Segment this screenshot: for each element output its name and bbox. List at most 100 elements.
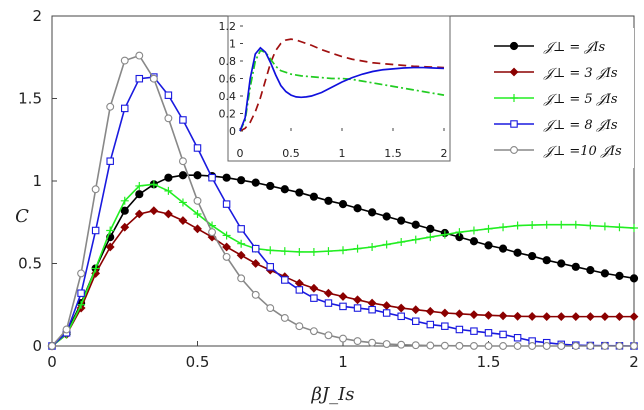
series-j1-point — [324, 196, 333, 205]
series-j8-point — [164, 91, 173, 99]
series-j10-point — [368, 338, 377, 347]
series-j10-point — [324, 331, 333, 340]
series-j8-point — [266, 263, 274, 271]
legend-label: 𝒥⊥ = 5 𝒥Is — [543, 92, 618, 107]
series-j3-point — [178, 216, 188, 226]
legend-label: 𝒥⊥ = 𝒥Is — [543, 40, 605, 55]
series-j3-point — [454, 309, 464, 319]
series-j1-point — [295, 188, 304, 197]
inset-x-tick-label: 1 — [339, 147, 346, 160]
series-j8-point — [353, 304, 362, 312]
series-j8-point — [295, 286, 304, 294]
series-j8-point — [470, 327, 478, 335]
series-j1-point — [484, 241, 493, 250]
series-j8-point — [179, 116, 187, 124]
series-j10-point — [586, 342, 595, 350]
series-j10-point — [193, 196, 202, 205]
series-j10-point — [164, 114, 173, 123]
series-j5-point — [237, 239, 246, 248]
series-j3-point — [193, 224, 202, 234]
series-j1-point — [542, 256, 551, 265]
series-j10-point — [295, 322, 304, 331]
legend-swatch-point — [509, 41, 519, 51]
series-j10-point — [280, 314, 289, 322]
y-tick-label: 0 — [32, 337, 42, 355]
series-j10-point — [120, 56, 129, 65]
series-j10-point — [557, 342, 566, 350]
series-j1-point — [557, 259, 566, 268]
series-j8-point — [411, 317, 420, 325]
legend-items: 𝒥⊥ = 𝒥Is 𝒥⊥ = 3 𝒥Is 𝒥⊥ = 5 𝒥Is 𝒥⊥ = 8 𝒥Is 𝒥⊥… — [494, 40, 622, 159]
inset-y-tick-label: 0 — [229, 125, 236, 138]
series-j3-point — [251, 259, 261, 268]
series-j5-point — [586, 221, 595, 230]
series-j5-point — [484, 224, 493, 233]
y-tick-label: 1.5 — [18, 90, 42, 108]
series-j3-point — [615, 312, 624, 322]
series-j8-point — [397, 312, 405, 321]
inset-series-layer — [239, 38, 445, 132]
series-j5-point — [295, 247, 304, 256]
series-j8-point — [106, 157, 114, 165]
series-j3-point — [571, 312, 581, 322]
inset-y-tick-label: 1.2 — [219, 20, 237, 33]
series-j3-point — [120, 222, 130, 232]
series-j5-point — [469, 226, 478, 235]
legend-swatch-point — [510, 120, 518, 128]
series-j3-point — [353, 295, 362, 305]
series-j10-point — [179, 157, 187, 166]
series-j8-point — [222, 200, 231, 208]
series-j3-point — [411, 305, 421, 315]
series-j5-point — [513, 221, 522, 230]
series-j10-point — [353, 337, 362, 345]
main-plot: 0 0.5 1 1.5 2 0 0.5 1 1.5 2 — [18, 7, 639, 371]
series-j3-point — [542, 312, 552, 322]
series-j1 — [47, 171, 639, 351]
series-j1-point — [469, 237, 479, 246]
series-j10-point — [237, 274, 246, 283]
series-j8-point — [251, 244, 260, 253]
series-j3-point — [149, 206, 159, 216]
series-j3 — [47, 206, 639, 351]
series-j8-point — [91, 226, 100, 235]
series-j5-point — [368, 243, 377, 251]
series-j10-point — [91, 185, 100, 194]
series-j3-point — [236, 250, 246, 260]
series-j3-point — [367, 298, 377, 308]
series-j5-point — [324, 247, 333, 256]
series-j1-point — [120, 206, 129, 215]
series-j8-point — [382, 309, 391, 317]
series-j10-point — [106, 102, 115, 111]
series-j3-point — [105, 242, 115, 252]
series-j5-point — [426, 233, 435, 242]
legend-item-j3: 𝒥⊥ = 3 𝒥Is — [494, 66, 618, 81]
series-j5-point — [222, 231, 231, 240]
series-j5-point — [135, 181, 144, 190]
series-j8-point — [324, 299, 333, 307]
series-j3-point — [309, 283, 319, 293]
series-j3-line — [51, 209, 634, 347]
series-j5-point — [91, 264, 100, 273]
series-j10-point — [62, 325, 71, 334]
inset-series-dashdot-green — [239, 49, 445, 132]
x-tick-label: 0 — [47, 353, 57, 371]
series-j1-point — [426, 224, 435, 233]
series-j3-point — [600, 312, 610, 322]
inset-x-tick-label: 0 — [237, 147, 244, 160]
series-j5-point — [557, 220, 566, 229]
series-j5-point — [499, 223, 508, 232]
series-j3-point — [469, 310, 479, 320]
series-j5-point — [339, 246, 347, 255]
series-j5-point — [382, 240, 391, 249]
y-tick-label: 1 — [32, 172, 42, 190]
series-j3-point — [556, 312, 566, 322]
series-j8-point — [455, 325, 464, 334]
series-j10-point — [339, 334, 347, 343]
series-j8-point — [499, 330, 507, 339]
inset-x-tick-label: 0.5 — [282, 147, 300, 160]
series-j10-point — [440, 341, 449, 350]
series-j3-point — [324, 288, 333, 298]
series-j1-point — [411, 220, 420, 229]
series-j5-point — [542, 220, 551, 229]
